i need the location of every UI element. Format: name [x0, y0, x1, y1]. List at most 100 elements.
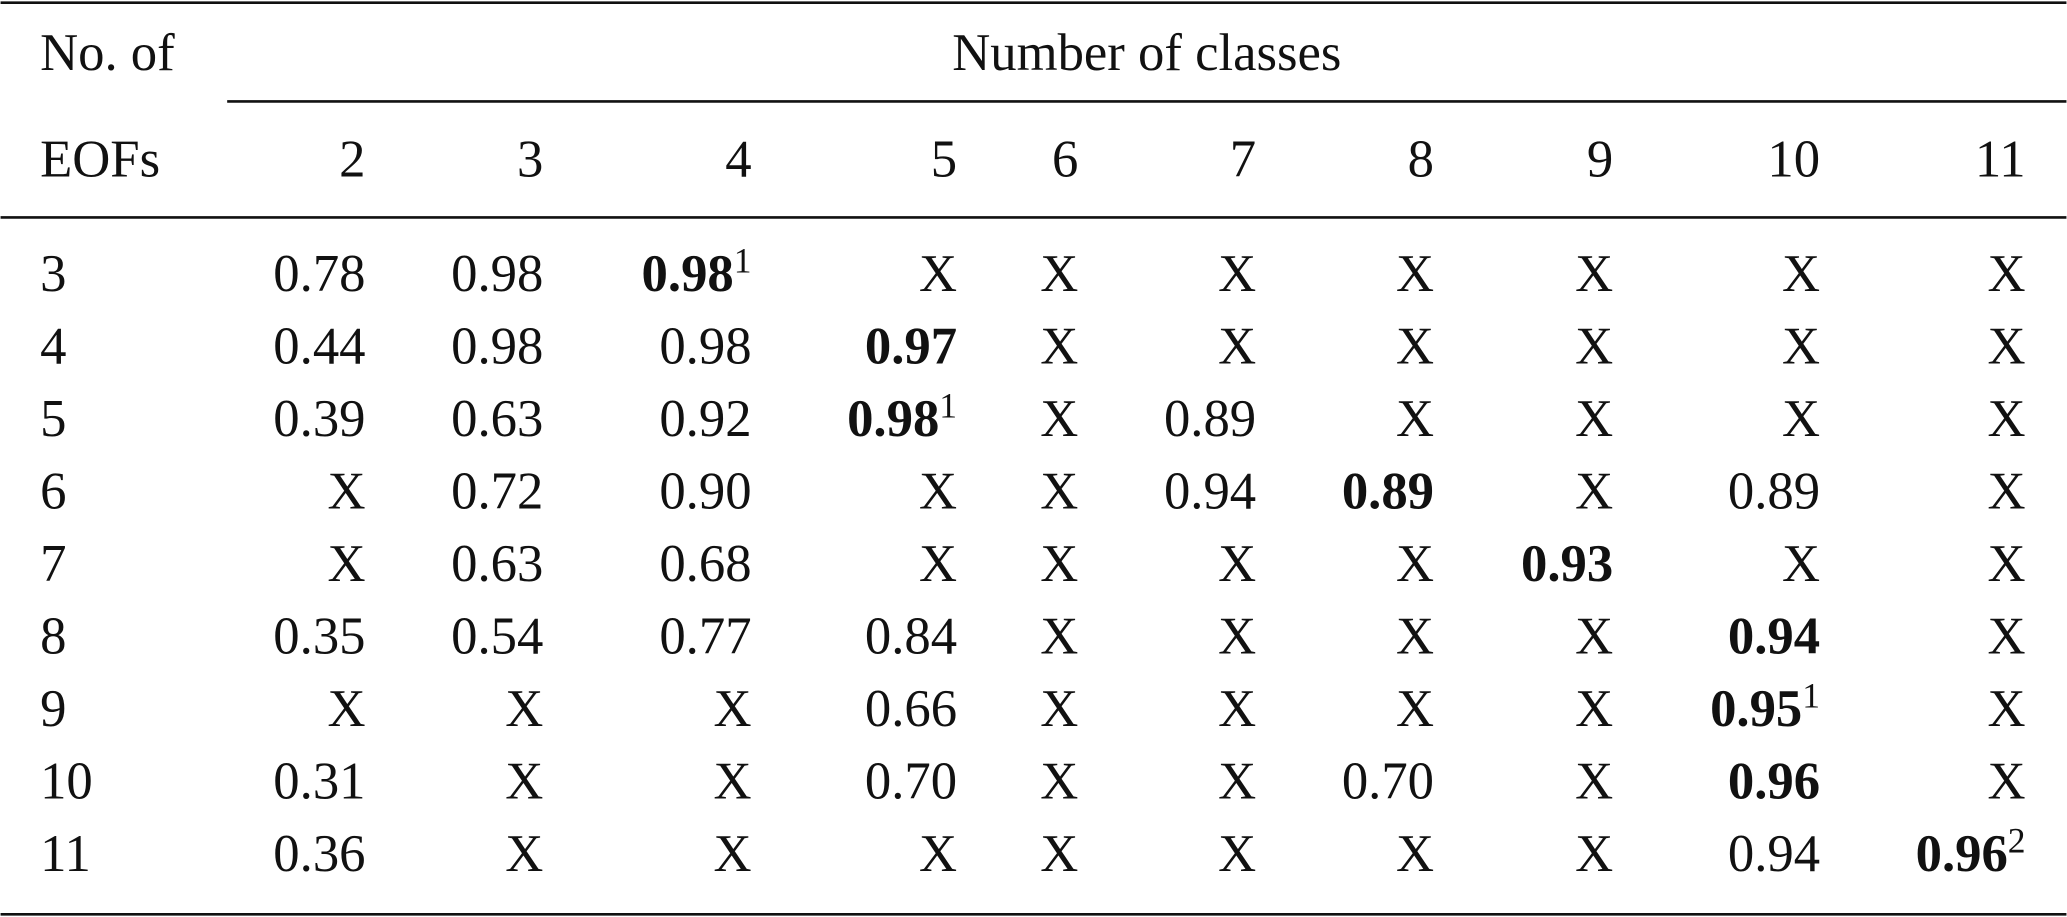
cell: X	[919, 463, 957, 521]
cell: 0.94	[1728, 607, 1820, 665]
column-header: 3	[517, 131, 543, 189]
cell: 0.92	[659, 390, 751, 448]
cell: 0.89	[1342, 463, 1434, 521]
cell: X	[1988, 752, 2026, 810]
cell: X	[1396, 607, 1434, 665]
cell: X	[1575, 607, 1613, 665]
cell: X	[1396, 318, 1434, 376]
cell: X	[1575, 825, 1613, 883]
cell: X	[1396, 535, 1434, 593]
cell-footnote: 2	[2008, 820, 2026, 860]
cell: 0.78	[273, 245, 365, 303]
cell: X	[1040, 752, 1078, 810]
column-header: 4	[725, 131, 751, 189]
cell: 0.36	[273, 825, 365, 883]
cell-value: 0.96	[1916, 825, 2008, 883]
cell: 0.54	[451, 607, 543, 665]
cell: X	[713, 752, 751, 810]
corner-bottom: EOFs	[40, 131, 160, 189]
cell: X	[1782, 245, 1820, 303]
corner-top: No. of	[40, 24, 175, 82]
cell: 0.77	[659, 607, 751, 665]
cell-value: 0.97	[865, 318, 957, 376]
cell: X	[1575, 752, 1613, 810]
cell: X	[1575, 463, 1613, 521]
column-header: 9	[1587, 131, 1613, 189]
cell: X	[1040, 245, 1078, 303]
cell: X	[327, 463, 365, 521]
cell: X	[1396, 245, 1434, 303]
cell-footnote: 1	[939, 386, 957, 426]
cell: X	[1396, 825, 1434, 883]
cell-footnote: 1	[1802, 676, 1820, 716]
cell: 0.97	[865, 318, 957, 376]
cell: 0.70	[865, 752, 957, 810]
column-header: 6	[1052, 131, 1078, 189]
cell: X	[713, 825, 751, 883]
cell: X	[919, 825, 957, 883]
cell-value: 0.98	[847, 390, 939, 448]
cell: 0.72	[451, 463, 543, 521]
cell: 0.93	[1521, 535, 1613, 593]
column-header: 11	[1975, 131, 2026, 189]
cell: 0.63	[451, 535, 543, 593]
cell: X	[1040, 607, 1078, 665]
cell: 0.31	[273, 752, 365, 810]
cell: X	[1988, 245, 2026, 303]
cell: X	[919, 535, 957, 593]
cell: X	[713, 680, 751, 738]
row-label: 10	[40, 752, 93, 810]
row-label: 9	[40, 680, 66, 738]
cell: X	[1218, 318, 1256, 376]
cell-value: 0.96	[1728, 752, 1820, 810]
spanner: Number of classes	[952, 24, 1341, 82]
cell: X	[1782, 535, 1820, 593]
cell: 0.981	[847, 386, 957, 448]
cell: 0.66	[865, 680, 957, 738]
cell: X	[1218, 245, 1256, 303]
column-header: 7	[1230, 131, 1256, 189]
cell-footnote: 1	[734, 241, 752, 281]
cell: 0.35	[273, 607, 365, 665]
cell: 0.39	[273, 390, 365, 448]
cell: X	[1988, 535, 2026, 593]
cell: 0.44	[273, 318, 365, 376]
cell: X	[1782, 390, 1820, 448]
cell: X	[1218, 535, 1256, 593]
cell: 0.89	[1164, 390, 1256, 448]
cell: X	[1218, 752, 1256, 810]
cell-value: 0.94	[1728, 607, 1820, 665]
row-label: 11	[40, 825, 91, 883]
cell: 0.98	[451, 318, 543, 376]
cell-value: 0.95	[1710, 680, 1802, 738]
cell: X	[1040, 535, 1078, 593]
cell-value: 0.93	[1521, 535, 1613, 593]
cell: X	[1988, 607, 2026, 665]
cell: 0.94	[1164, 463, 1256, 521]
cell: 0.68	[659, 535, 751, 593]
row-label: 8	[40, 607, 66, 665]
cell: X	[1040, 318, 1078, 376]
cell: X	[1218, 825, 1256, 883]
column-header: 5	[931, 131, 957, 189]
cell: X	[505, 752, 543, 810]
cell: X	[1988, 463, 2026, 521]
cell: 0.70	[1342, 752, 1434, 810]
cell: 0.951	[1710, 676, 1820, 738]
column-header: 10	[1767, 131, 1820, 189]
cell: 0.84	[865, 607, 957, 665]
column-header: 2	[339, 131, 365, 189]
row-label: 5	[40, 390, 66, 448]
cell: X	[1575, 318, 1613, 376]
cell: 0.98	[659, 318, 751, 376]
cell-value: 0.98	[642, 245, 734, 303]
cell: X	[1040, 463, 1078, 521]
cell: 0.90	[659, 463, 751, 521]
row-label: 4	[40, 318, 66, 376]
cell: X	[1040, 680, 1078, 738]
cell: X	[1988, 390, 2026, 448]
cell: X	[1218, 680, 1256, 738]
cell: X	[327, 680, 365, 738]
cell: X	[1396, 390, 1434, 448]
